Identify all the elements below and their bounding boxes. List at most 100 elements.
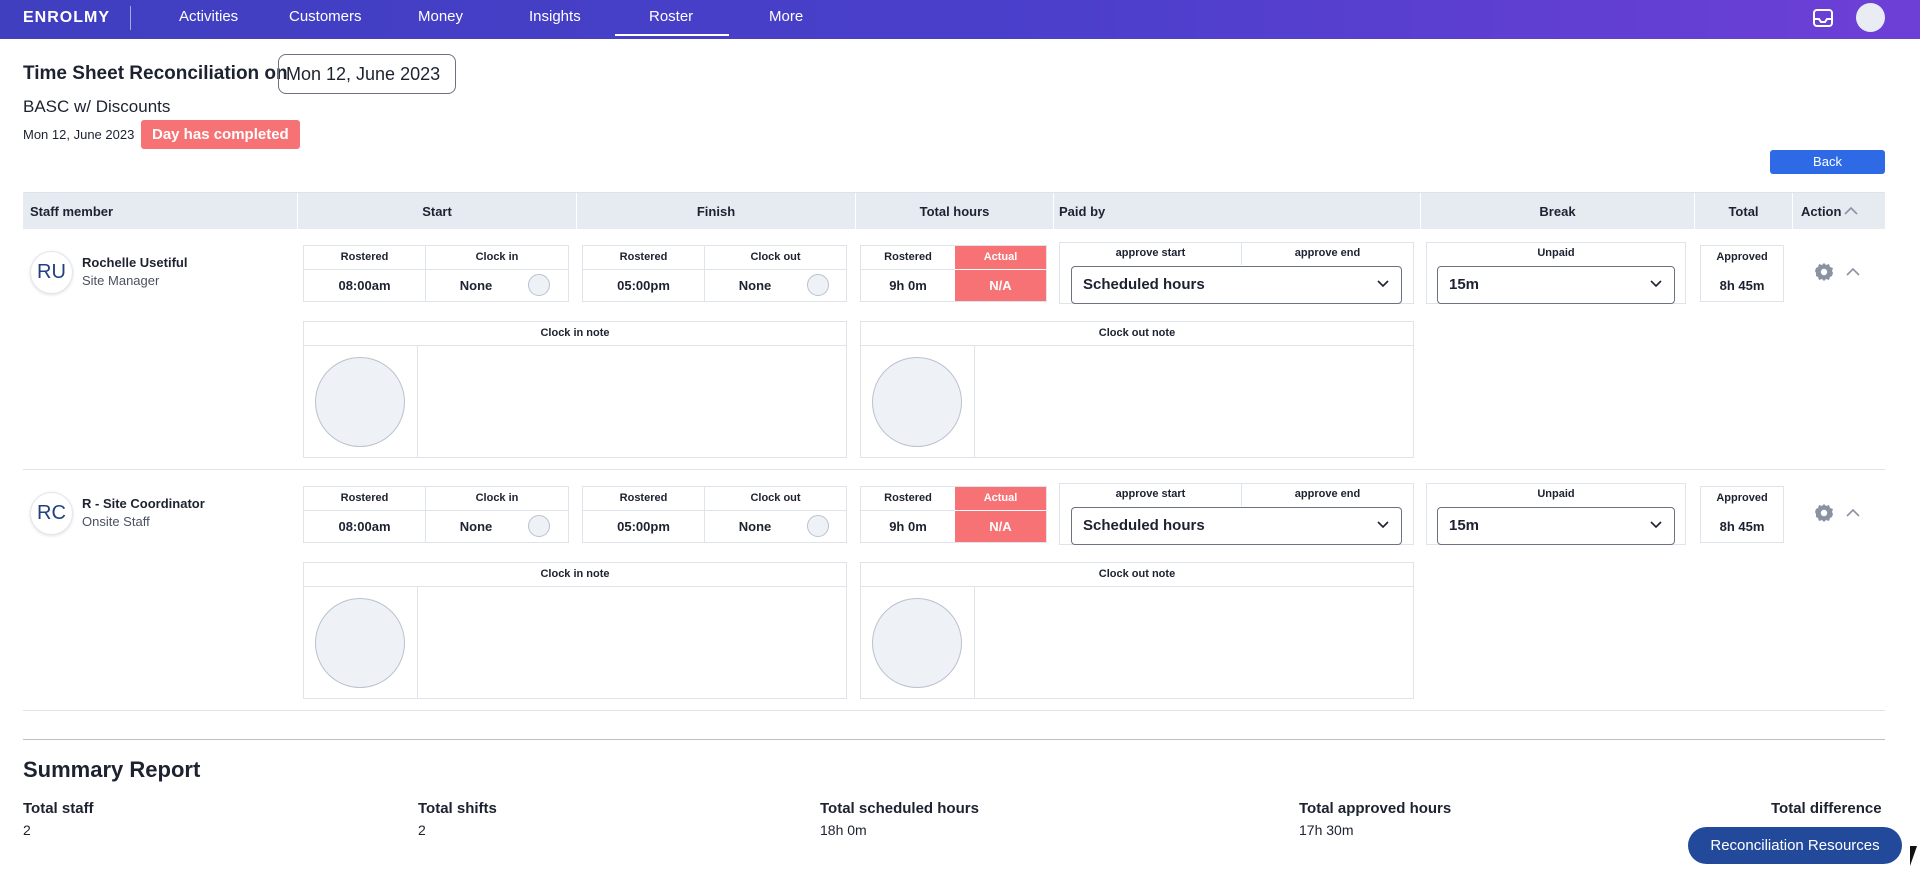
nav-roster[interactable]: Roster [614,8,730,36]
user-avatar[interactable] [1856,3,1885,32]
col-total-hours: Total hours [919,204,990,219]
paid-by-select[interactable]: Scheduled hours [1071,266,1402,304]
summary-value: 2 [23,822,31,838]
clock-in-note-label: Clock in note [540,568,610,580]
clock-out-value: None [738,278,772,293]
row-divider [23,469,1885,470]
clock-out-label: Clock out [750,251,801,263]
clock-out-note-label: Clock out note [1098,568,1176,580]
collapse-row-chevron-up-icon[interactable] [1846,267,1860,277]
nav-money[interactable]: Money [418,8,464,25]
clock-in-note-box: Clock in note [303,321,847,458]
nav-customers[interactable]: Customers [289,8,362,25]
top-nav: ENROLMY Activities Customers Money Insig… [0,0,1920,39]
col-break: Break [1539,204,1576,219]
paid-by-select[interactable]: Scheduled hours [1071,507,1402,545]
staff-name: Rochelle Usetiful [82,255,188,270]
staff-role: Onsite Staff [82,514,150,529]
program-name: BASC w/ Discounts [23,97,171,116]
clock-out-label: Clock out [750,492,801,504]
status-badge: Day has completed [141,120,300,149]
clock-out-radio[interactable] [807,274,829,296]
clock-in-note-label: Clock in note [540,327,610,339]
break-select[interactable]: 15m [1437,266,1675,304]
rostered-label: Rostered [340,251,389,263]
collapse-all-chevron-up-icon[interactable] [1844,206,1858,216]
mouse-cursor-icon [1910,846,1917,866]
clock-out-photo [872,357,962,447]
summary-label: Total scheduled hours [820,800,979,817]
clock-in-photo [315,357,405,447]
clock-in-note-box: Clock in note [303,562,847,699]
row-divider [23,710,1885,711]
approve-end-label: approve end [1294,247,1361,259]
table-header: Staff member Start Finish Total hours Pa… [23,192,1885,230]
clock-out-note-box: Clock out note [860,562,1414,699]
staff-avatar: RU [30,251,73,294]
nav-more[interactable]: More [769,8,804,25]
session-date: Mon 12, June 2023 [23,127,135,142]
break-select[interactable]: 15m [1437,507,1675,545]
approve-start-label: approve start [1115,488,1186,500]
summary-value: 18h 0m [820,822,867,838]
summary-label: Total shifts [418,800,497,817]
approve-start-label: approve start [1115,247,1186,259]
staff-role: Site Manager [82,273,160,288]
finish-rostered-value: 05:00pm [617,278,670,293]
finish-rostered-value: 05:00pm [617,519,670,534]
paid-by-value: Scheduled hours [1083,276,1205,293]
staff-avatar: RC [30,492,73,535]
clock-out-value: None [738,519,772,534]
enrolmy-logo[interactable]: ENROLMY [23,9,110,26]
start-box: Rostered Clock in 08:00am None [303,486,569,543]
actual-label: Actual [955,246,1046,269]
summary-divider [23,739,1885,740]
approved-label: Approved [1716,492,1768,504]
chevron-down-icon [1377,521,1389,529]
rostered-label: Rostered [340,492,389,504]
gear-icon[interactable] [1814,262,1834,282]
clock-in-radio[interactable] [528,515,550,537]
summary-label: Total approved hours [1299,800,1452,817]
finish-box: Rostered Clock out 05:00pm None [582,245,847,302]
rostered-label: Rostered [884,251,932,263]
hours-rostered-value: 9h 0m [889,519,927,534]
nav-activities[interactable]: Activities [179,8,239,25]
total-box: Approved 8h 45m [1700,486,1784,543]
clock-in-radio[interactable] [528,274,550,296]
clock-in-value: None [459,278,493,293]
clock-out-radio[interactable] [807,515,829,537]
back-button[interactable]: Back [1770,150,1885,174]
total-hours-box: Rostered 9h 0m Actual N/A [860,486,1047,543]
logo-divider [130,6,131,30]
inbox-icon[interactable] [1813,9,1833,27]
collapse-row-chevron-up-icon[interactable] [1846,508,1860,518]
summary-value: 2 [418,822,426,838]
col-action: Action [1801,204,1842,219]
nav-insights[interactable]: Insights [529,8,581,25]
hours-rostered-value: 9h 0m [889,278,927,293]
date-picker[interactable]: Mon 12, June 2023 [278,54,456,94]
unpaid-label: Unpaid [1537,247,1575,259]
total-approved-value: 8h 45m [1719,278,1765,293]
col-staff-member: Staff member [30,204,114,219]
rostered-label: Rostered [619,251,668,263]
start-rostered-value: 08:00am [338,278,391,293]
summary-label: Total staff [23,800,94,817]
reconciliation-resources-button[interactable]: Reconciliation Resources [1688,827,1902,864]
rostered-label: Rostered [884,492,932,504]
page-title: Time Sheet Reconciliation on [23,63,288,84]
approve-end-label: approve end [1294,488,1361,500]
clock-out-note-box: Clock out note [860,321,1414,458]
clock-in-label: Clock in [475,492,519,504]
rostered-label: Rostered [619,492,668,504]
staff-name: R - Site Coordinator [82,496,205,511]
summary-title: Summary Report [23,757,201,782]
start-box: Rostered Clock in 08:00am None [303,245,569,302]
paid-by-value: Scheduled hours [1083,517,1205,534]
clock-out-photo [872,598,962,688]
summary-value: 17h 30m [1299,822,1354,838]
hours-actual-value: N/A [955,270,1046,301]
clock-in-photo [315,598,405,688]
gear-icon[interactable] [1814,503,1834,523]
